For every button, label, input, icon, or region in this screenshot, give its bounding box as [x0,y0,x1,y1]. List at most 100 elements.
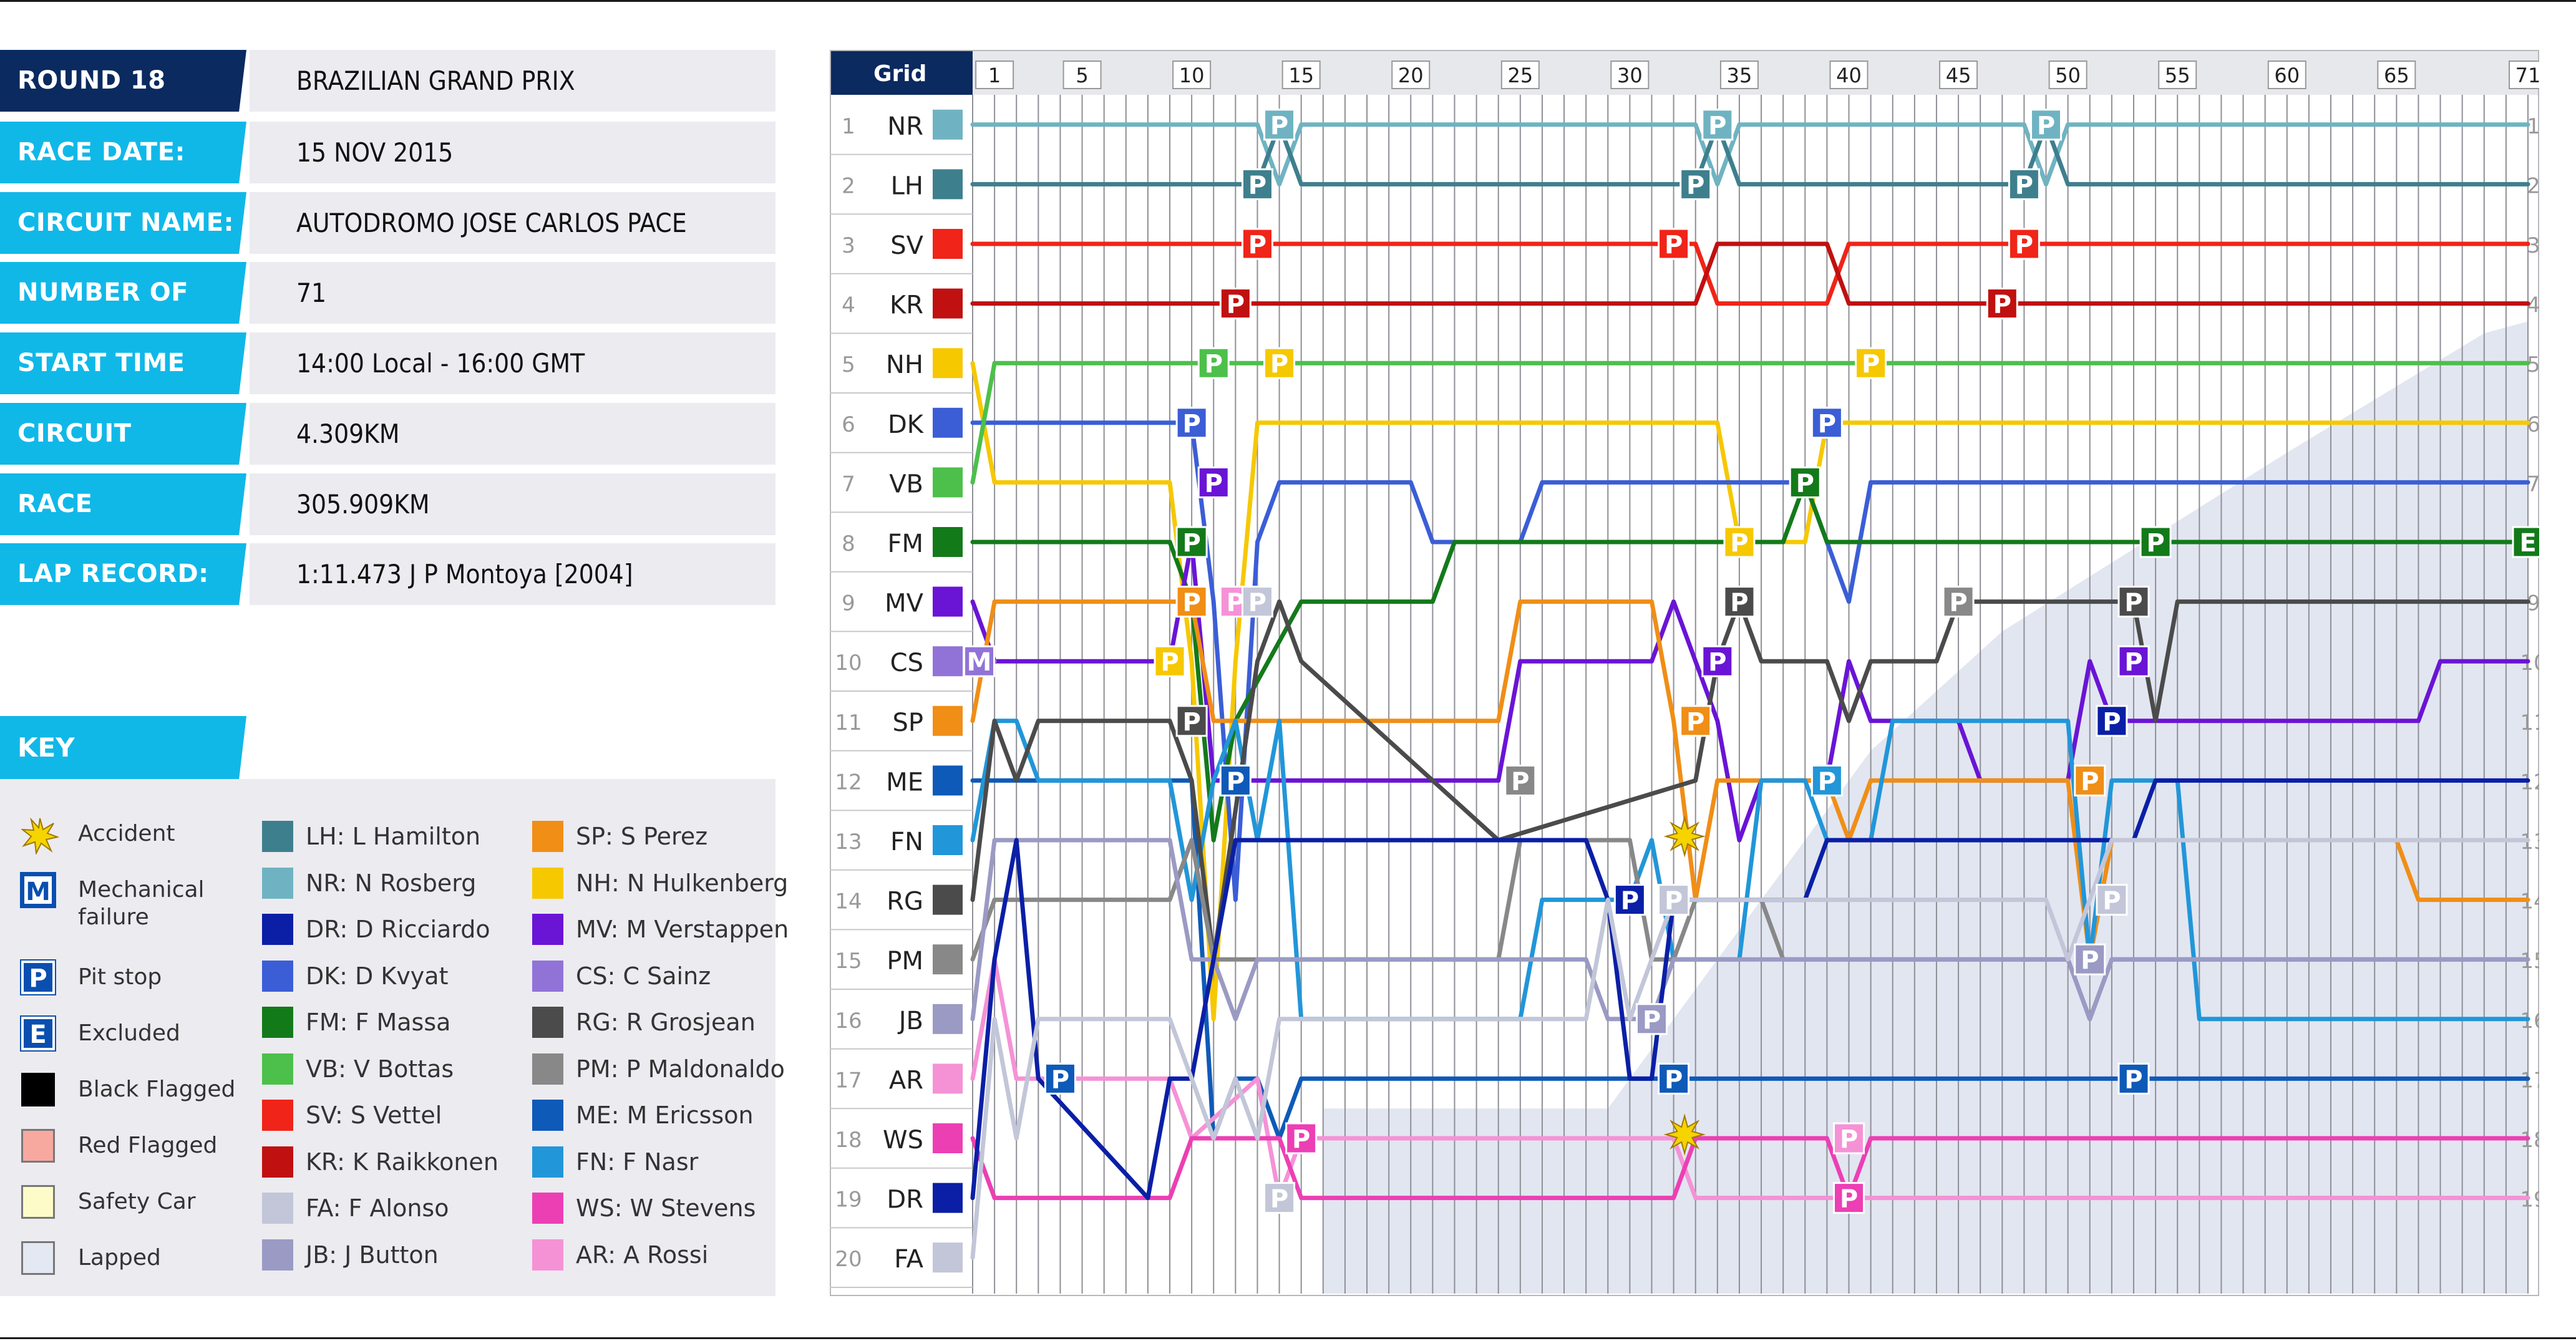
legend-item: LH: L Hamilton [262,818,524,852]
pit-stop-marker-letter: P [2015,171,2033,200]
legend-label: VB: V Bottas [306,1055,454,1083]
lap-tick-label: 10 [1179,64,1205,87]
lap-tick-box [1829,61,1869,89]
legend-label: KR: K Raikkonen [306,1148,498,1176]
legend-label: FA: F Alonso [306,1194,449,1222]
legend-swatch [532,1053,563,1085]
lap-tick-label: 50 [2055,64,2081,87]
grid-position-number: 15 [835,949,862,974]
grid-driver-code: SV [890,231,923,260]
legend-swatch [532,1193,563,1224]
grid-position-number: 20 [835,1247,862,1272]
pit-stop-marker-letter: P [2015,231,2033,259]
info-row: ROUND 18 BRAZILIAN GRAND PRIX [0,50,775,112]
pit-stop-marker-letter: P [1248,171,1266,200]
final-position-number: 1 [2527,114,2539,139]
grid-driver-code: SP [892,709,923,737]
legend-label: FN: F Nasr [576,1148,699,1176]
pit-stop-marker-letter: P [1708,112,1726,140]
legend-swatch [532,1100,563,1131]
pit-stop-marker [1723,526,1756,558]
lap-tick-box [1391,61,1431,89]
info-row: CIRCUIT LENGTH:4.309KM [0,403,775,465]
key-symbol-label: Mechanical failure [78,877,205,930]
grid-driver-swatch [933,705,963,736]
pit-stop-marker-letter: P [1270,350,1288,379]
pit-stop-marker-letter: P [1708,648,1726,677]
pit-stop-marker [1810,764,1843,796]
black-flag-icon [21,1073,55,1106]
lap-tick-box [2267,61,2306,89]
pit-stop-marker-letter: P [1993,291,2011,319]
pit-stop-marker [1942,586,1975,618]
grid-driver-swatch [933,825,963,855]
grid-driver-swatch [933,586,963,617]
driver-line-fa [970,838,2530,1260]
legend-swatch [262,867,293,899]
pit-stop-marker [1175,705,1208,737]
pit-stop-marker-letter: P [2146,529,2164,558]
pit-stop-marker-letter: P [1862,350,1880,379]
lap-tick-box [975,61,1014,89]
lap-tick-box [2377,61,2416,89]
info-value: 1:11.473 J P Montoya [2004] [250,543,775,605]
final-position-number: 7 [2527,472,2539,496]
info-label: RACE DATE: [0,122,246,183]
pit-stop-marker-letter: P [2124,648,2142,677]
pit-stop-marker-letter: P [1182,529,1200,558]
info-label: NUMBER OF LAPS: [0,262,246,324]
driver-line-vb [970,361,2530,485]
lap-tick-label: 1 [988,64,1001,87]
pit-stop-marker [1679,168,1712,200]
pit-stop-marker-letter: P [1643,1006,1661,1035]
info-label: CIRCUIT LENGTH: [0,403,246,465]
grid-driver-code: CS [890,649,923,677]
pit-stop-marker-letter: P [1270,1185,1288,1214]
pit-stop-marker [1833,1122,1865,1155]
legend-label: MV: M Verstappen [576,916,789,943]
grid-position-number: 7 [842,472,855,496]
key-symbol-label: Pit stop [78,964,162,990]
pit-stop-marker [1810,407,1843,439]
pit-stop-marker-letter: P [1292,1125,1310,1154]
final-position-number: 9 [2527,591,2539,616]
legend-label: NR: N Rosberg [306,869,477,897]
legend-swatch [532,867,563,899]
driver-line-nh [970,361,2530,1022]
pit-stop-marker-letter: P [1665,887,1683,916]
pit-stop-marker [1658,1062,1690,1095]
grid-position-number: 1 [842,114,855,139]
driver-line-kr [970,241,2530,306]
grid-driver-swatch [933,229,963,259]
accident-marker [1663,815,1706,858]
key-panel [0,779,775,1296]
mechanical-failure-icon: M [20,872,56,908]
info-label: CIRCUIT NAME: [0,192,246,254]
bottom-rule [0,1337,2576,1339]
info-row: LAP RECORD: 1:11.473 J P Montoya [2004] [0,543,775,605]
key-symbol-label: Red Flagged [78,1133,218,1158]
pit-stop-marker-letter: P [1621,887,1639,916]
pit-stop-marker-letter: P [1686,708,1704,737]
legend-label: CS: C Sainz [576,962,711,990]
legend-item: SP: S Perez [532,818,794,852]
pit-stop-marker [1263,347,1296,379]
pit-stop-marker [1658,884,1690,916]
legend-item: VB: V Bottas [262,1051,524,1085]
pit-stop-marker [1241,168,1273,200]
pit-stop-marker-letter: P [2081,767,2099,796]
pit-stop-marker [1241,228,1273,260]
grid-driver-code: KR [890,291,923,320]
legend-swatch [262,1193,293,1224]
safety-car-icon [21,1185,55,1219]
pit-stop-marker-letter: P [1949,589,1967,617]
pit-stop-icon: P [20,959,56,995]
grid-header-title: Grid [873,61,926,87]
legend-label: LH: L Hamilton [306,823,481,850]
legend-item: MV: M Verstappen [532,911,794,945]
grid-driver-swatch [933,169,963,200]
grid-position-number: 6 [842,412,855,437]
pit-stop-marker-letter: P [1248,231,1266,259]
pit-stop-marker [1175,407,1208,439]
pit-stop-marker [2096,705,2128,737]
